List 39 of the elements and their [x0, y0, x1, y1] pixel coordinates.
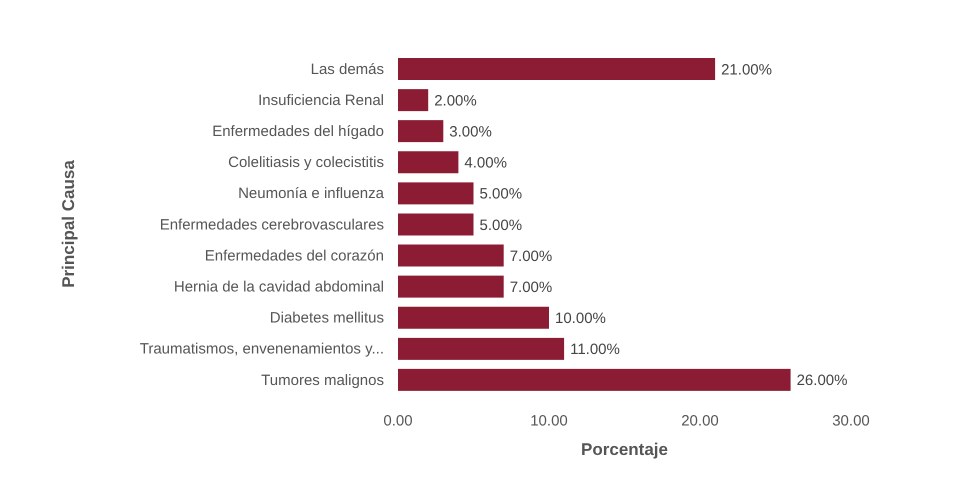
- bar: [398, 276, 504, 298]
- x-tick-label: 20.00: [681, 412, 719, 430]
- y-tick-label: Neumonía e influenza: [238, 185, 385, 202]
- x-axis-title: Porcentaje: [581, 440, 668, 459]
- data-label: 3.00%: [449, 124, 492, 141]
- x-tick-label: 10.00: [530, 412, 568, 430]
- data-label: 7.00%: [510, 248, 552, 265]
- data-label: 10.00%: [555, 310, 606, 328]
- y-tick-label: Colelitiasis y colecistitis: [228, 154, 384, 172]
- y-tick-label: Las demás: [310, 60, 384, 78]
- bar: [398, 368, 791, 391]
- data-label: 2.00%: [434, 92, 477, 110]
- bar: [398, 338, 564, 360]
- data-label: 7.00%: [510, 278, 552, 296]
- bar: [398, 120, 444, 142]
- y-tick-label: Diabetes mellitus: [270, 310, 384, 327]
- data-label: 26.00%: [796, 372, 848, 390]
- bar: [398, 151, 458, 174]
- x-tick-label: 0.00: [383, 412, 413, 430]
- bar: [398, 182, 474, 204]
- y-tick-label: Enfermedades del hígado: [212, 123, 384, 140]
- bar: [398, 58, 716, 80]
- y-tick-label: Traumatismos, envenenamientos y...: [140, 340, 384, 358]
- y-tick-label: Insuficiencia Renal: [258, 92, 384, 109]
- data-label: 5.00%: [480, 186, 522, 203]
- bar: [398, 306, 549, 329]
- y-tick-label: Enfermedades cerebrovasculares: [160, 216, 384, 234]
- y-axis-title: Principal Causa: [59, 160, 78, 288]
- y-tick-label: Enfermedades del corazón: [204, 247, 384, 264]
- x-tick-label: 30.00: [832, 412, 870, 430]
- data-label: 4.00%: [464, 154, 507, 172]
- y-tick-label: Hernia de la cavidad abdominal: [174, 278, 384, 296]
- bar: [398, 244, 504, 267]
- y-tick-label: Tumores malignos: [261, 372, 384, 389]
- data-label: 21.00%: [721, 61, 772, 78]
- data-label: 11.00%: [570, 341, 620, 358]
- bar: [398, 213, 474, 236]
- bar: [398, 89, 428, 112]
- data-label: 5.00%: [480, 216, 522, 234]
